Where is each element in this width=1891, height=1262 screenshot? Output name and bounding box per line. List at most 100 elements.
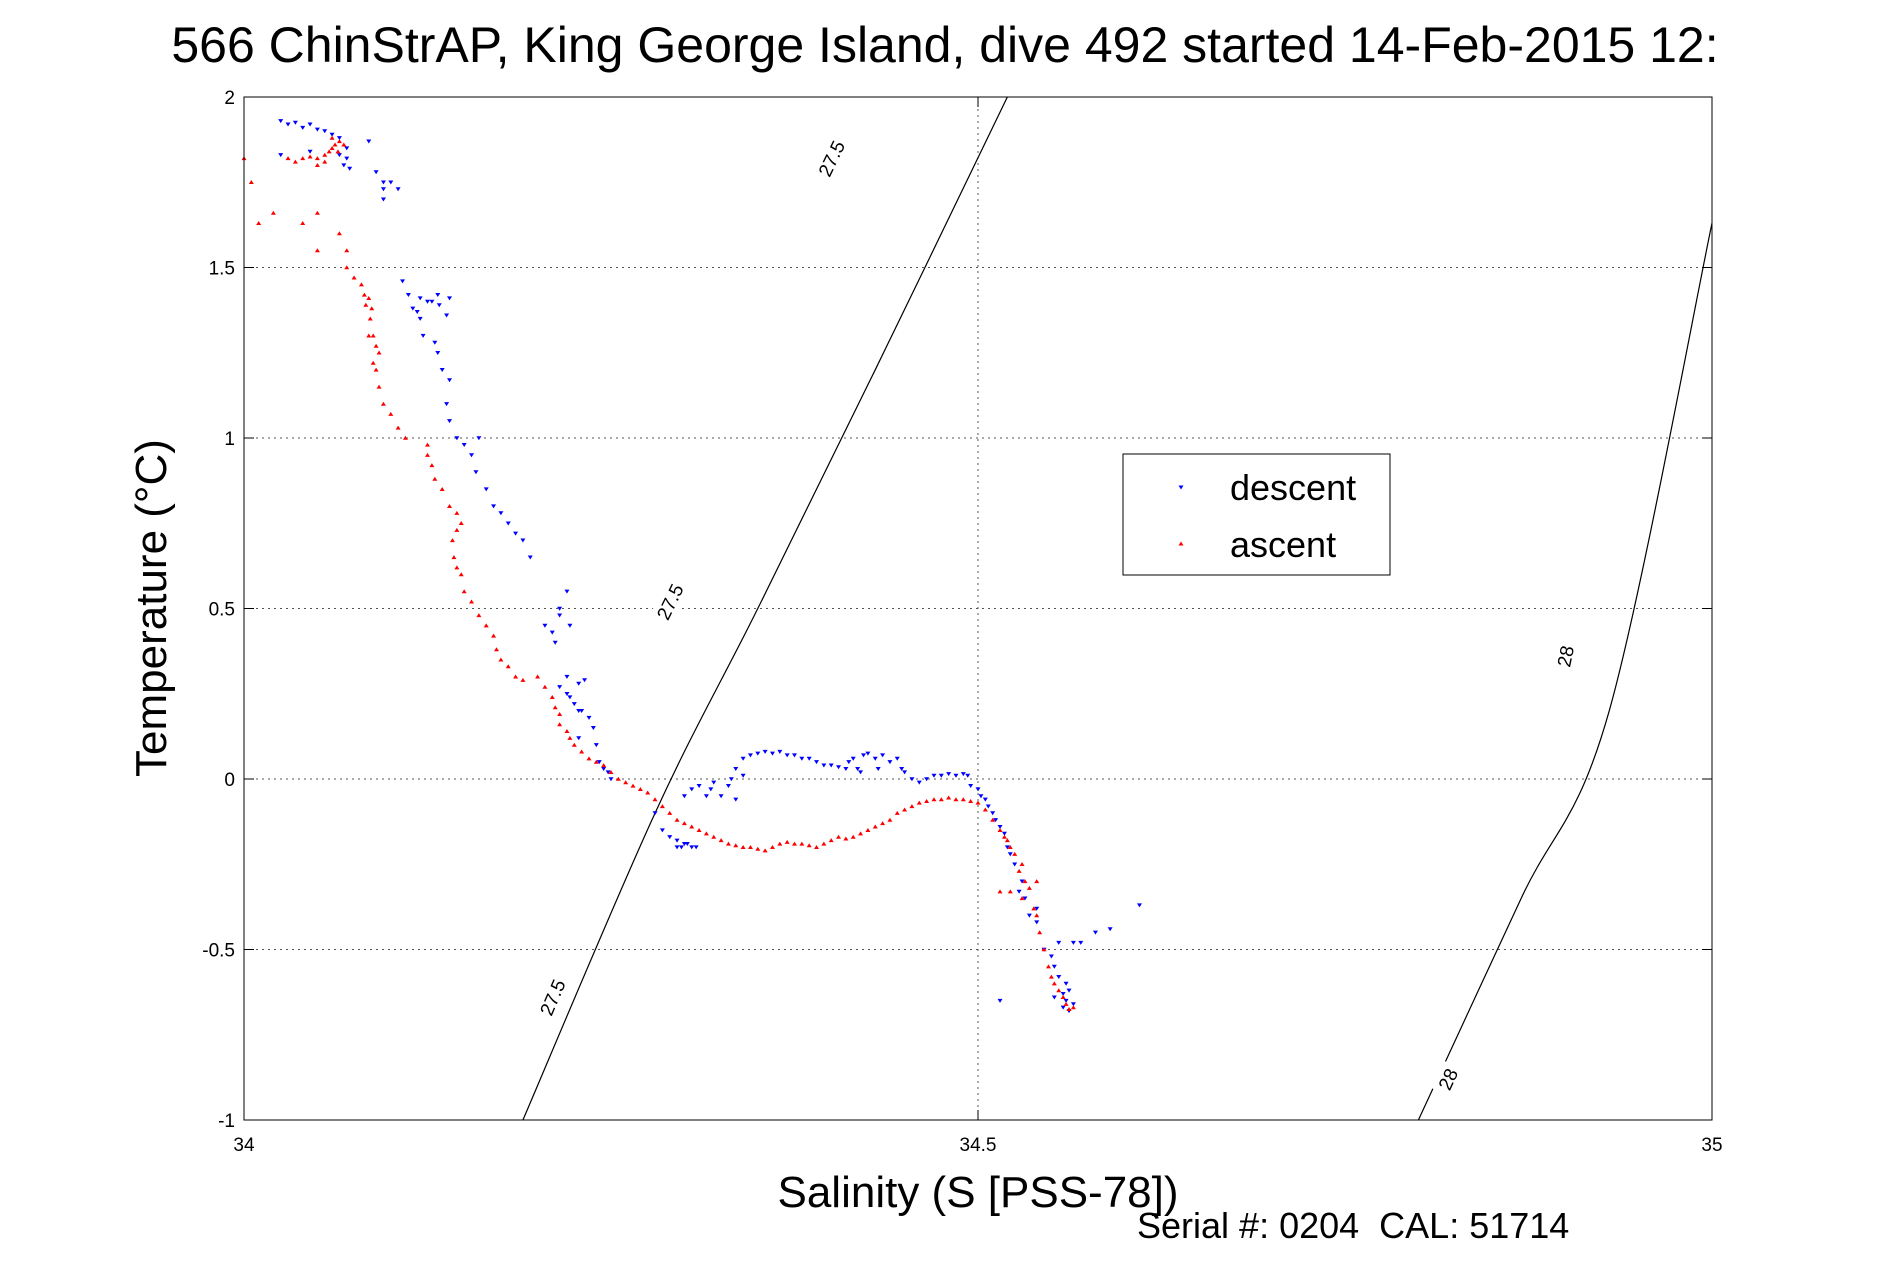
ascent-marker	[513, 674, 519, 679]
ascent-marker	[828, 838, 834, 843]
ascent-marker	[880, 821, 886, 826]
ascent-marker	[645, 790, 651, 795]
ascent-marker	[361, 292, 367, 297]
descent-marker	[1007, 852, 1013, 857]
descent-marker	[711, 780, 717, 785]
ascent-marker	[329, 145, 335, 150]
ascent-marker	[469, 599, 475, 604]
descent-marker	[953, 773, 959, 778]
ascent-marker	[256, 220, 262, 225]
ascent-marker	[557, 722, 563, 727]
descent-marker	[447, 296, 453, 301]
descent-marker	[608, 777, 614, 782]
ascent-marker	[894, 810, 900, 815]
descent-marker	[799, 756, 805, 761]
ascent-marker	[1001, 834, 1007, 839]
ascent-marker	[571, 742, 577, 747]
ascent-marker	[1051, 981, 1057, 986]
ascent-marker	[755, 846, 761, 851]
ascent-marker	[997, 889, 1003, 894]
descent-marker	[978, 794, 984, 799]
ascent-marker	[858, 831, 864, 836]
descent-marker	[667, 835, 673, 840]
legend: descent ascent	[1122, 453, 1391, 576]
descent-marker	[1136, 903, 1142, 908]
grid-lines	[244, 97, 1712, 1120]
descent-marker	[762, 749, 768, 754]
ascent-marker	[1004, 838, 1010, 843]
ascent-marker	[1019, 896, 1025, 901]
descent-marker	[846, 760, 852, 765]
ascent-marker	[535, 674, 541, 679]
ascent-marker	[388, 411, 394, 416]
ascent-marker	[799, 841, 805, 846]
contour-label-background	[1430, 1060, 1465, 1098]
ascent-marker	[369, 306, 375, 311]
descent-marker	[564, 691, 570, 696]
ascent-marker	[366, 295, 372, 300]
ascent-marker	[637, 787, 643, 792]
ascent-marker	[1063, 1001, 1069, 1006]
descent-marker	[336, 136, 342, 141]
ascent-marker	[924, 798, 930, 803]
ascent-marker	[300, 156, 306, 161]
descent-marker	[740, 773, 746, 778]
chart-title: 566 ChinStrAP, King George Island, dive …	[171, 17, 1718, 73]
descent-marker	[601, 766, 607, 771]
ascent-marker	[1034, 879, 1040, 884]
ascent-marker	[733, 843, 739, 848]
ascent-marker	[953, 797, 959, 802]
descent-marker	[557, 685, 563, 690]
descent-marker	[436, 303, 442, 308]
descent-marker	[314, 127, 320, 132]
ascent-marker	[946, 795, 952, 800]
descent-marker	[590, 726, 596, 731]
descent-marker	[405, 292, 411, 297]
descent-marker	[1070, 940, 1076, 945]
ascent-marker	[887, 817, 893, 822]
ascent-marker	[341, 142, 347, 147]
descent-marker	[410, 306, 416, 311]
descent-marker	[855, 766, 861, 771]
descent-marker	[689, 845, 695, 850]
descent-marker	[960, 772, 966, 777]
ascent-marker	[458, 572, 464, 577]
ascent-marker	[458, 521, 464, 526]
axis-ticks: 34 34.5 35 -1 -0.5 0 0.5 1 1.5 2	[202, 88, 1722, 1156]
descent-marker	[659, 828, 665, 833]
descent-marker	[400, 279, 406, 284]
ascent-marker	[1026, 885, 1032, 890]
descent-marker	[1004, 845, 1010, 850]
descent-marker	[447, 419, 453, 424]
ascent-marker	[483, 623, 489, 628]
descent-marker	[828, 763, 834, 768]
legend-ascent-label: ascent	[1230, 524, 1336, 565]
descent-marker	[982, 797, 988, 802]
y-tick-label: 2	[224, 88, 235, 109]
descent-marker	[806, 756, 812, 761]
ascent-marker	[326, 149, 332, 154]
ascent-marker	[836, 834, 842, 839]
descent-marker	[414, 310, 420, 315]
descent-marker	[576, 736, 582, 741]
ascent-marker	[1048, 974, 1054, 979]
descent-marker	[344, 156, 350, 161]
descent-marker	[605, 770, 611, 775]
descent-marker	[417, 316, 423, 321]
descent-marker	[860, 753, 866, 758]
serial-calibration-text: Serial #: 0204 CAL: 51714	[1137, 1205, 1569, 1246]
ascent-marker	[968, 798, 974, 803]
descent-marker	[505, 521, 511, 526]
descent-marker	[902, 770, 908, 775]
y-tick-label: 0	[224, 770, 235, 791]
ascent-marker	[336, 139, 342, 144]
ascent-marker	[380, 401, 386, 406]
descent-marker	[300, 125, 306, 130]
descent-marker	[684, 841, 690, 846]
descent-marker	[444, 402, 450, 407]
descent-marker	[1066, 988, 1072, 993]
ascent-marker	[938, 797, 944, 802]
descent-marker	[292, 120, 298, 125]
